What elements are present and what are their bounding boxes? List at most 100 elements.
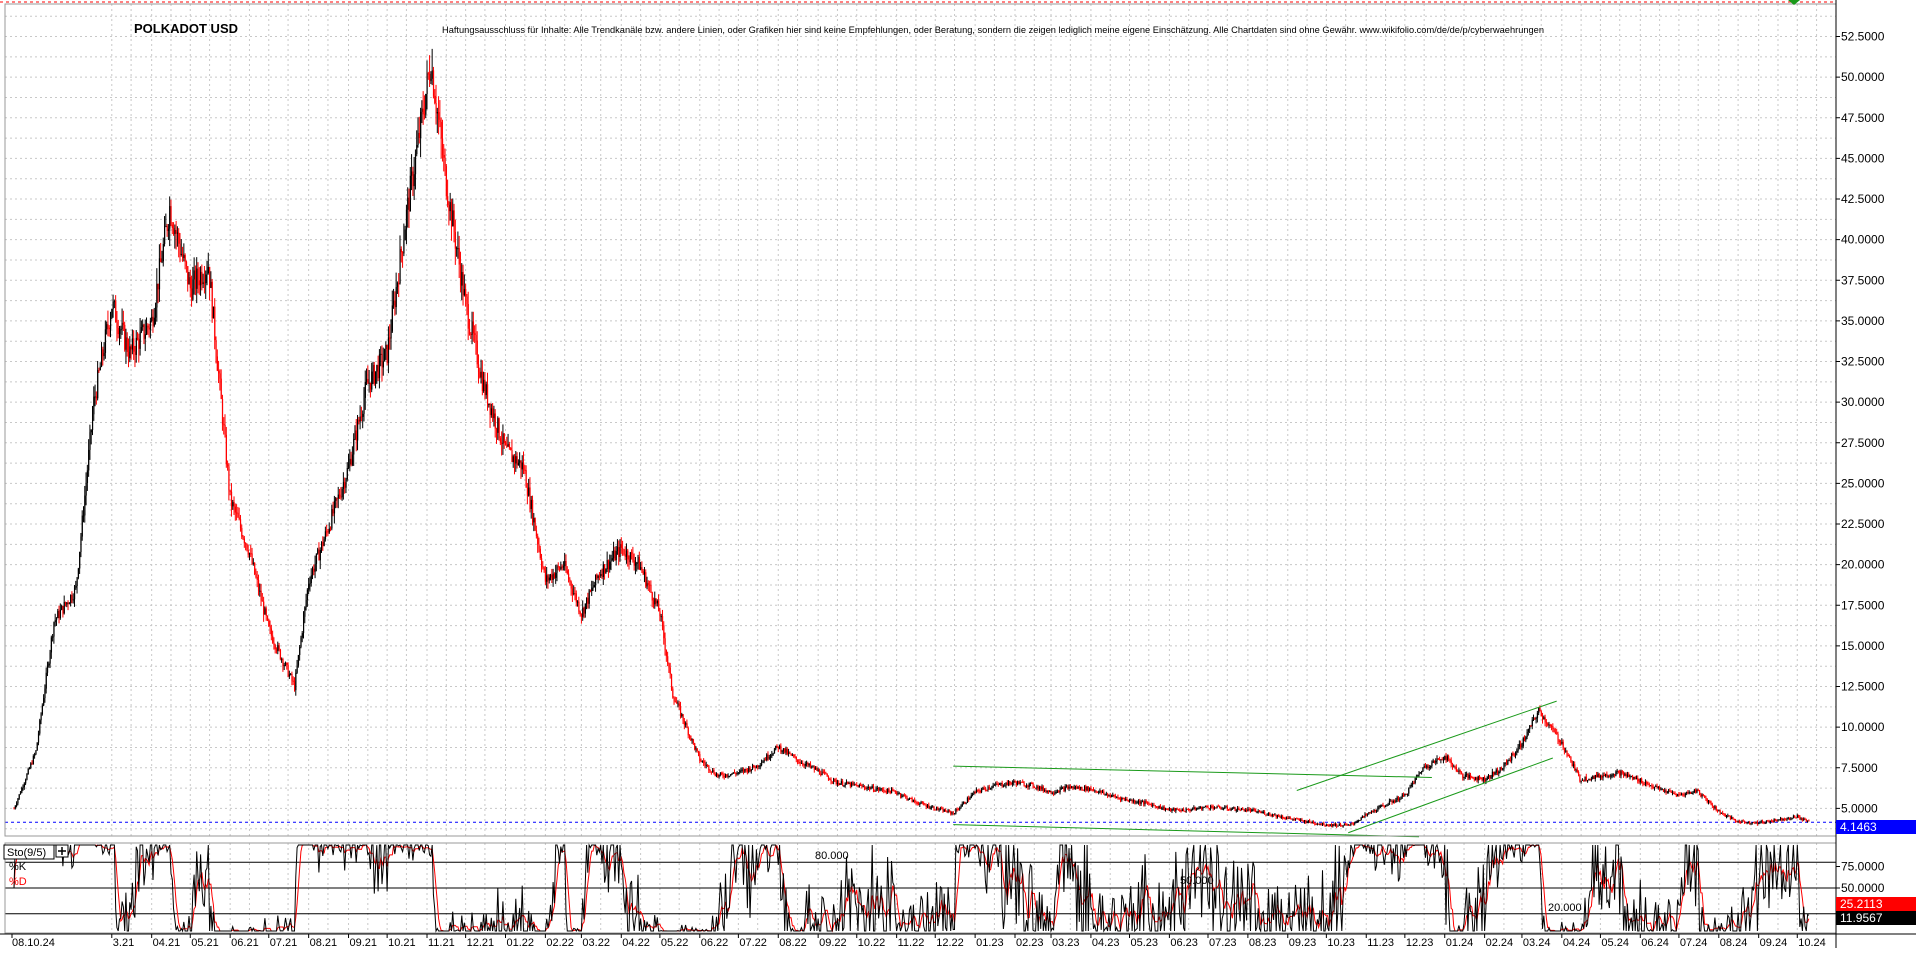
candle-body bbox=[1643, 784, 1645, 786]
candle-body bbox=[1495, 769, 1497, 773]
candle-body bbox=[1385, 805, 1387, 807]
candle-body bbox=[427, 73, 430, 75]
d-value-badge: 11.9567 bbox=[1836, 911, 1916, 925]
candle bbox=[1440, 759, 1442, 764]
candle bbox=[1342, 825, 1344, 828]
candle-body bbox=[909, 797, 911, 800]
candle-body bbox=[881, 788, 884, 790]
candle-body bbox=[461, 272, 463, 286]
candle bbox=[1351, 822, 1353, 825]
x-tick-label: 07.22 bbox=[739, 937, 767, 948]
candle bbox=[1435, 758, 1437, 766]
candle bbox=[1014, 779, 1016, 783]
candle bbox=[1292, 818, 1294, 821]
candle-body bbox=[385, 344, 387, 350]
candle-body bbox=[1530, 725, 1532, 727]
candle bbox=[570, 580, 572, 596]
candle bbox=[449, 192, 451, 221]
candle bbox=[396, 281, 399, 294]
candle bbox=[1424, 762, 1427, 769]
candle bbox=[293, 677, 296, 692]
candle-body bbox=[82, 515, 85, 517]
candle bbox=[1047, 790, 1050, 794]
candle bbox=[984, 786, 987, 792]
candle-body bbox=[1001, 783, 1003, 787]
x-tick-label: 11.22 bbox=[898, 937, 925, 948]
candle-body bbox=[135, 337, 137, 355]
candle bbox=[1002, 784, 1005, 788]
candle bbox=[1190, 808, 1192, 812]
candle bbox=[1220, 806, 1222, 810]
candle bbox=[420, 107, 422, 158]
candle bbox=[822, 769, 824, 774]
candle-body bbox=[667, 656, 669, 664]
candle bbox=[712, 767, 714, 773]
candle-body bbox=[1720, 812, 1723, 814]
candle-body bbox=[1740, 822, 1742, 824]
candle-body bbox=[1255, 809, 1257, 813]
candle bbox=[1211, 804, 1213, 809]
candle-body bbox=[816, 768, 818, 771]
candle-body bbox=[1666, 791, 1669, 793]
candle bbox=[1569, 754, 1571, 758]
candle-body bbox=[990, 787, 992, 789]
candle-body bbox=[602, 564, 604, 577]
candle-body bbox=[279, 649, 282, 660]
candle bbox=[510, 447, 512, 451]
candle-body bbox=[924, 804, 926, 806]
candle bbox=[910, 797, 912, 800]
x-tick: 04.23 bbox=[1090, 934, 1119, 949]
candle-body bbox=[1444, 756, 1446, 760]
candle-body bbox=[1403, 794, 1405, 796]
candle-body bbox=[1778, 819, 1780, 821]
candle bbox=[1345, 822, 1347, 826]
candle bbox=[1103, 789, 1105, 795]
candle-body bbox=[1463, 776, 1465, 778]
candle-body bbox=[68, 603, 71, 605]
candle bbox=[1069, 784, 1072, 790]
candle bbox=[1720, 812, 1723, 814]
candle bbox=[1767, 819, 1769, 822]
candle bbox=[1511, 752, 1513, 764]
candle-body bbox=[1183, 809, 1185, 812]
candle bbox=[367, 365, 369, 384]
candle bbox=[609, 554, 611, 573]
candle-body bbox=[137, 337, 139, 340]
candle bbox=[1374, 809, 1376, 813]
candle bbox=[1507, 759, 1509, 766]
candle bbox=[764, 757, 767, 761]
candle bbox=[1325, 823, 1328, 827]
candle-body bbox=[1247, 808, 1249, 811]
candle-body bbox=[1234, 807, 1236, 811]
candle-body bbox=[335, 498, 337, 501]
candle bbox=[1490, 774, 1492, 780]
candle bbox=[1085, 784, 1087, 793]
candle bbox=[556, 564, 558, 582]
candle-body bbox=[827, 776, 830, 780]
candle-body bbox=[1405, 793, 1407, 795]
candle bbox=[1477, 775, 1479, 784]
candle bbox=[723, 773, 725, 780]
candle-body bbox=[1684, 793, 1687, 796]
candle bbox=[519, 452, 521, 468]
candle-body bbox=[614, 550, 616, 561]
candle bbox=[1574, 761, 1576, 772]
x-tick-label: 06.24 bbox=[1641, 937, 1669, 948]
candle bbox=[1361, 815, 1364, 819]
candle-body bbox=[1764, 823, 1766, 825]
candle bbox=[108, 325, 110, 337]
candle-body bbox=[1567, 755, 1569, 757]
candle bbox=[838, 780, 840, 786]
candle bbox=[97, 360, 99, 401]
candle bbox=[548, 574, 550, 584]
candle-body bbox=[833, 778, 835, 782]
candle-body bbox=[422, 108, 424, 115]
candle-body bbox=[1000, 783, 1002, 785]
candle-body bbox=[1041, 786, 1043, 790]
candle bbox=[719, 772, 722, 777]
candle bbox=[1671, 790, 1674, 796]
candle bbox=[1677, 793, 1679, 797]
candle bbox=[1058, 789, 1060, 793]
candle-body bbox=[77, 568, 80, 578]
k-legend-label: %K bbox=[9, 861, 27, 873]
